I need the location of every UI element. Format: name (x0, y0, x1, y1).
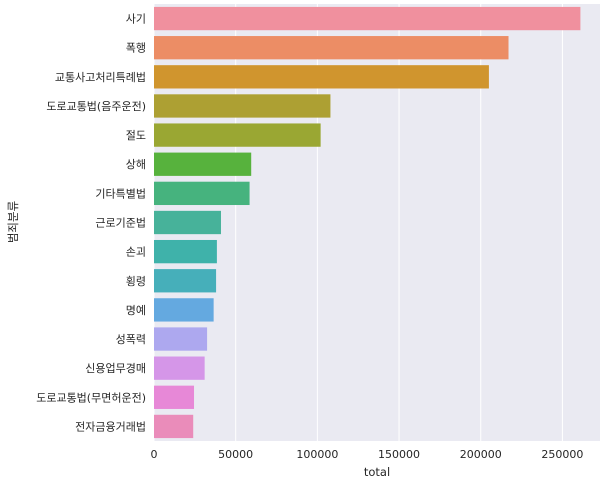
bar (154, 152, 252, 176)
category-label: 도로교통법(무면허운전) (36, 391, 146, 404)
bar (154, 6, 581, 31)
bar (154, 356, 205, 380)
bar (154, 327, 208, 351)
category-label: 상해 (126, 157, 146, 171)
x-tick-label: 150000 (378, 448, 420, 461)
bar (154, 385, 195, 409)
category-label: 성폭력 (116, 333, 146, 346)
bar (154, 298, 214, 322)
bar (154, 123, 321, 147)
bars (154, 6, 581, 439)
x-tick-labels: 0 50000 100000 150000 200000 250000 (151, 448, 584, 461)
bar (154, 269, 217, 293)
bar (154, 65, 489, 89)
category-label: 근로기준법 (95, 217, 146, 230)
category-label: 횡령 (126, 275, 146, 288)
x-tick-label: 200000 (460, 448, 502, 461)
category-label: 신용업무경매 (85, 362, 146, 375)
x-tick-label: 100000 (296, 448, 338, 461)
category-label: 교통사고처리특례법 (55, 71, 146, 84)
category-label: 사기 (126, 13, 146, 26)
bar (154, 239, 217, 264)
x-tick-label: 0 (151, 448, 158, 461)
bar (154, 210, 221, 235)
category-label: 전자금융거래법 (75, 420, 146, 433)
category-label: 도로교통법(음주운전) (46, 100, 146, 113)
x-tick-label: 250000 (541, 448, 583, 461)
bar (154, 36, 509, 60)
category-label: 기타특별법 (95, 187, 146, 200)
bar (154, 94, 331, 118)
x-axis-label: total (364, 465, 390, 479)
category-label: 손괴 (126, 246, 146, 259)
category-label: 절도 (126, 129, 146, 142)
bar (154, 181, 250, 206)
y-axis-label: 범죄분류 (6, 201, 20, 243)
category-label: 폭행 (126, 42, 146, 55)
category-label: 명예 (126, 304, 146, 317)
x-tick-label: 50000 (218, 448, 253, 461)
bar (154, 414, 194, 439)
